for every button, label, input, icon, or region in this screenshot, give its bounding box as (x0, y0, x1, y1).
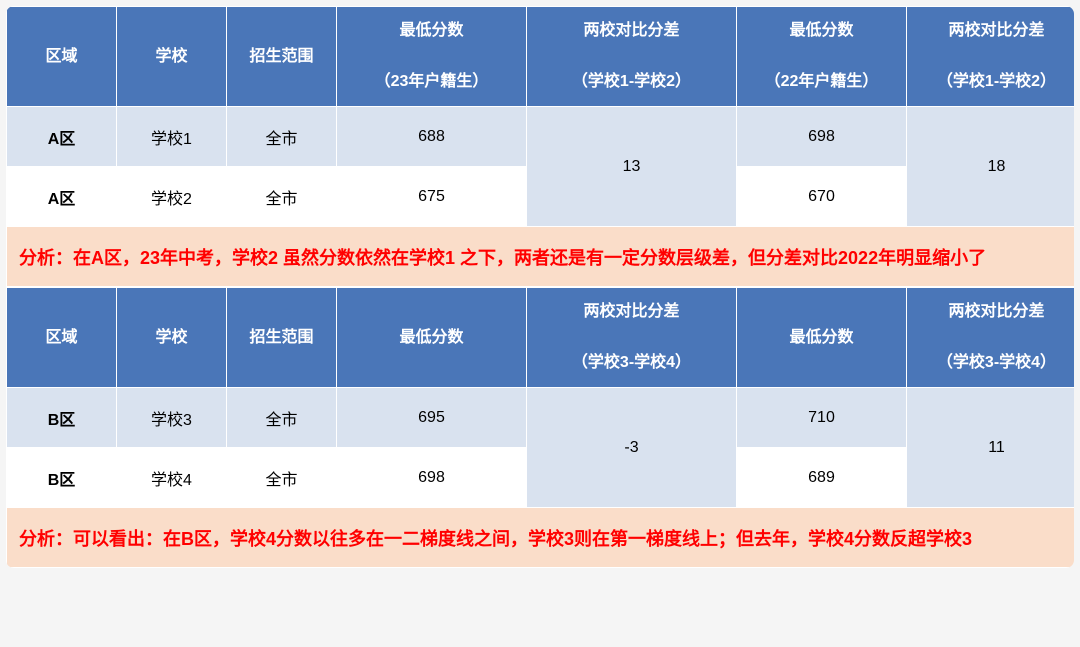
table-row: A区 学校1 全市 688 13 698 18 (7, 107, 1075, 167)
cell-scope: 全市 (227, 448, 337, 508)
th-diff1-sub: （学校1-学校2） (531, 69, 732, 95)
cell-scope: 全市 (227, 107, 337, 167)
th-min22-sub: （22年户籍生） (741, 69, 902, 95)
th-diff2: 两校对比分差 （学校1-学校2） (907, 7, 1075, 107)
cell-diff1: -3 (527, 388, 737, 508)
th-diff2: 两校对比分差 （学校3-学校4） (907, 288, 1075, 388)
cell-min: 695 (337, 388, 527, 448)
cell-min23: 688 (337, 107, 527, 167)
th-school: 学校 (117, 288, 227, 388)
cell-min2: 689 (737, 448, 907, 508)
comparison-tables: 区域 学校 招生范围 最低分数 （23年户籍生） 两校对比分差 （学校1-学校2… (6, 6, 1074, 568)
table-a-header: 区域 学校 招生范围 最低分数 （23年户籍生） 两校对比分差 （学校1-学校2… (7, 7, 1075, 107)
analysis-row: 分析：在A区，23年中考，学校2 虽然分数依然在学校1 之下，两者还是有一定分数… (7, 227, 1075, 287)
th-region: 区域 (7, 288, 117, 388)
cell-diff22: 18 (907, 107, 1075, 227)
cell-school: 学校3 (117, 388, 227, 448)
th-region: 区域 (7, 7, 117, 107)
th-diff2-top: 两校对比分差 (911, 18, 1074, 44)
table-a: 区域 学校 招生范围 最低分数 （23年户籍生） 两校对比分差 （学校1-学校2… (6, 6, 1074, 287)
th-min23-top: 最低分数 (341, 18, 522, 44)
th-min23: 最低分数 （23年户籍生） (337, 7, 527, 107)
cell-min23: 675 (337, 167, 527, 227)
cell-scope: 全市 (227, 388, 337, 448)
th-min22: 最低分数 （22年户籍生） (737, 7, 907, 107)
analysis-text: 分析：可以看出：在B区，学校4分数以往多在一二梯度线之间，学校3则在第一梯度线上… (7, 508, 1075, 568)
cell-region: B区 (7, 448, 117, 508)
cell-scope: 全市 (227, 167, 337, 227)
cell-school: 学校2 (117, 167, 227, 227)
cell-region: A区 (7, 107, 117, 167)
cell-diff23: 13 (527, 107, 737, 227)
th-min2: 最低分数 (737, 288, 907, 388)
cell-school: 学校1 (117, 107, 227, 167)
th-scope: 招生范围 (227, 7, 337, 107)
cell-region: A区 (7, 167, 117, 227)
cell-min2: 710 (737, 388, 907, 448)
table-row: B区 学校3 全市 695 -3 710 11 (7, 388, 1075, 448)
th-school: 学校 (117, 7, 227, 107)
analysis-row: 分析：可以看出：在B区，学校4分数以往多在一二梯度线之间，学校3则在第一梯度线上… (7, 508, 1075, 568)
th-diff2-sub: （学校1-学校2） (911, 69, 1074, 95)
cell-diff2: 11 (907, 388, 1075, 508)
cell-min: 698 (337, 448, 527, 508)
cell-region: B区 (7, 388, 117, 448)
th-diff-top: 两校对比分差 (531, 299, 732, 325)
th-min22-top: 最低分数 (741, 18, 902, 44)
analysis-text: 分析：在A区，23年中考，学校2 虽然分数依然在学校1 之下，两者还是有一定分数… (7, 227, 1075, 287)
table-b: 区域 学校 招生范围 最低分数 两校对比分差 （学校3-学校4） 最低分数 两校… (6, 287, 1074, 568)
th-diff-sub: （学校3-学校4） (531, 350, 732, 376)
th-diff1: 两校对比分差 （学校1-学校2） (527, 7, 737, 107)
th-min23-sub: （23年户籍生） (341, 69, 522, 95)
th-diff1-top: 两校对比分差 (531, 18, 732, 44)
cell-min22: 670 (737, 167, 907, 227)
table-b-header: 区域 学校 招生范围 最低分数 两校对比分差 （学校3-学校4） 最低分数 两校… (7, 288, 1075, 388)
th-diff2-sub: （学校3-学校4） (911, 350, 1074, 376)
th-diff2-top: 两校对比分差 (911, 299, 1074, 325)
cell-min22: 698 (737, 107, 907, 167)
th-scope: 招生范围 (227, 288, 337, 388)
th-diff: 两校对比分差 （学校3-学校4） (527, 288, 737, 388)
cell-school: 学校4 (117, 448, 227, 508)
th-min: 最低分数 (337, 288, 527, 388)
